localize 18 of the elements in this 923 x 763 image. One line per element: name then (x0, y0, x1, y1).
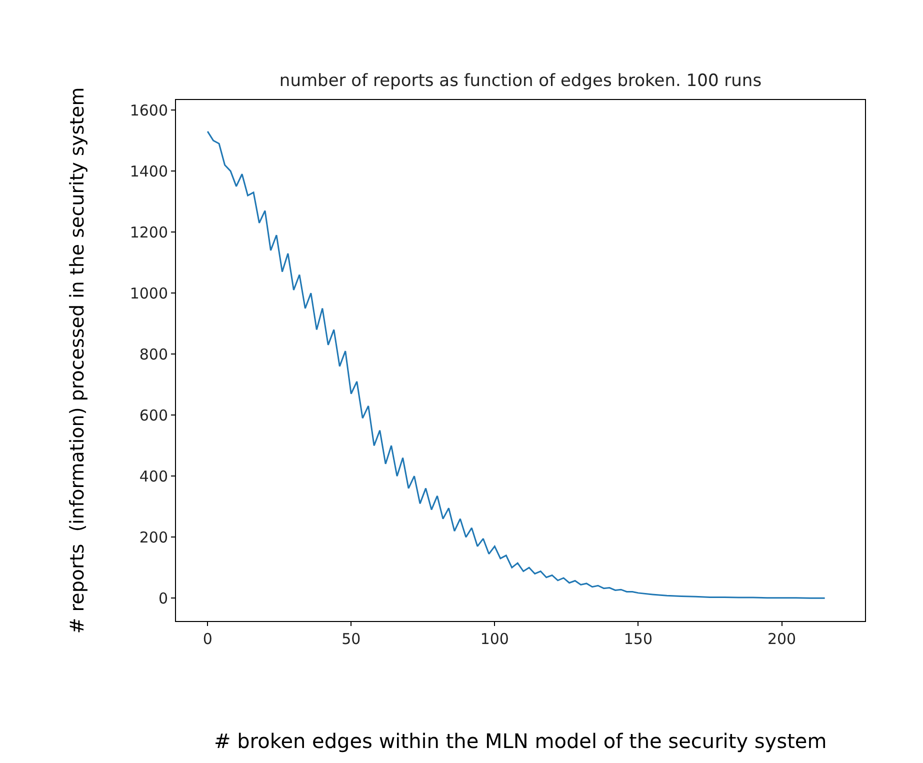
y-tick-label: 0 (158, 589, 168, 608)
y-tick-label: 1600 (130, 101, 168, 120)
x-tick-label: 50 (342, 630, 361, 648)
y-tick-label: 800 (139, 345, 168, 364)
x-tick-label: 100 (480, 630, 509, 648)
x-tick-label: 0 (202, 630, 212, 648)
y-axis-title: # reports (information) processed in the security system (66, 87, 89, 634)
line-series (206, 130, 826, 599)
y-tick-label: 400 (139, 467, 168, 486)
x-axis-title: # broken edges within the MLN model of the security system (214, 729, 827, 753)
chart-title: number of reports as function of edges broken. 100 runs (279, 70, 762, 91)
y-tick-label: 600 (139, 406, 168, 424)
y-tick-label: 200 (139, 528, 168, 546)
y-tick-label: 1400 (130, 162, 168, 180)
y-tick-label: 1200 (130, 223, 168, 242)
x-tick-label: 150 (624, 630, 653, 648)
y-tick-label: 1000 (130, 284, 168, 302)
x-tick-label: 200 (767, 630, 796, 648)
